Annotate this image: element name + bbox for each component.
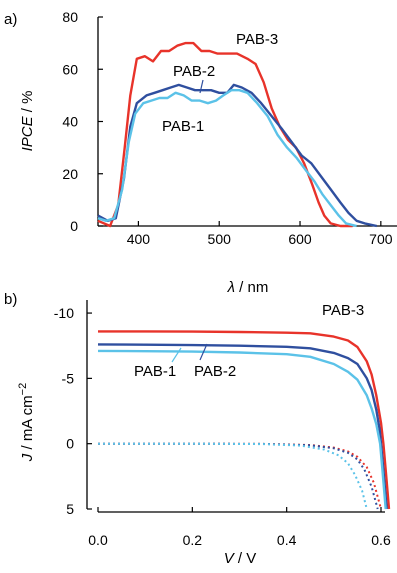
panel-a-x-unit: / nm [235, 279, 268, 296]
panel-a-y-unit: / % [19, 91, 36, 117]
panel-b-ticks: 0.0 0.2 0.4 0.6 -10 -5 0 5 [54, 305, 391, 548]
panel-b-y-tick-label: 5 [66, 501, 74, 517]
panel-b-y-tick-label: -10 [54, 305, 74, 321]
panel-a-pab2-leader [199, 79, 204, 94]
panel-a-series-pab-3 [97, 41, 353, 228]
panel-b-series-pab-3-solid [98, 330, 391, 510]
panel-a-pab3-label: PAB-3 [236, 31, 278, 48]
panel-a-series-pab-1 [97, 89, 357, 228]
panel-a-label: a) [4, 11, 17, 28]
panel-a-x-tick-label: 700 [369, 231, 393, 247]
panel-a-x-tick-label: 600 [288, 231, 312, 247]
panel-a-y-tick-label: 0 [70, 218, 78, 234]
panel-b-label: b) [4, 291, 17, 308]
panel-b-x-unit: / V [234, 550, 257, 567]
panel-b-x-tick-label: 0.0 [88, 532, 108, 548]
panel-a-x-label: λ / nm [227, 279, 269, 296]
panel-a-y-tick-label: 80 [62, 9, 78, 25]
panel-b-x-tick-label: 0.2 [183, 532, 203, 548]
panel-b-x-label: V / V [224, 550, 257, 567]
panel-a-x-tick-label: 500 [208, 231, 232, 247]
panel-b-y-sup: −2 [17, 383, 29, 396]
panel-a-y-tick-label: 60 [62, 61, 78, 77]
panel-b-y-label: J / mA cm−2 [17, 383, 36, 462]
panel-b-pab1-label: PAB-1 [134, 363, 176, 380]
panel-b-x-tick-label: 0.4 [277, 532, 297, 548]
panel-b-series-pab-1-solid [97, 349, 387, 510]
panel-b: b) 0.0 0.2 0.4 0.6 -10 -5 0 5 PAB-3 PAB-2 PAB-1… [4, 291, 391, 567]
panel-b-x-tick-label: 0.6 [371, 532, 391, 548]
panel-a-series [97, 41, 378, 228]
panel-b-y-unit: / mA cm [19, 395, 36, 453]
panel-a-pab2-label: PAB-2 [173, 63, 215, 80]
panel-a-x-symbol: λ [227, 279, 235, 296]
panel-a-y-symbol: IPCE [19, 115, 36, 151]
panel-b-pab2-label: PAB-2 [194, 363, 236, 380]
panel-b-pab3-label: PAB-3 [322, 302, 364, 319]
panel-a-y-tick-label: 20 [62, 166, 78, 182]
panel-a: a) 400 500 600 700 0 20 40 60 80 PAB-3 PAB-2 PAB… [4, 9, 397, 296]
panel-b-pab2-leader [199, 343, 208, 361]
panel-b-pab1-leader [171, 347, 182, 363]
panel-b-series-pab-3-dotted [98, 442, 382, 510]
panel-b-y-tick-label: -5 [62, 370, 75, 386]
panel-b-series-pab-2-dotted [98, 442, 379, 510]
panel-a-y-label: IPCE / % [19, 91, 36, 152]
panel-b-series [97, 330, 391, 510]
panel-a-pab1-label: PAB-1 [162, 118, 204, 135]
panel-a-ticks: 400 500 600 700 0 20 40 60 80 [62, 9, 392, 247]
panel-b-x-symbol: V [224, 550, 236, 567]
panel-b-series-pab-2-solid [97, 343, 388, 510]
panel-a-x-tick-label: 400 [127, 231, 151, 247]
panel-b-y-symbol: J [19, 453, 36, 462]
panel-b-y-tick-label: 0 [66, 436, 74, 452]
panel-a-y-tick-label: 40 [62, 114, 78, 130]
panel-b-series-pab-1-dotted [98, 442, 368, 510]
